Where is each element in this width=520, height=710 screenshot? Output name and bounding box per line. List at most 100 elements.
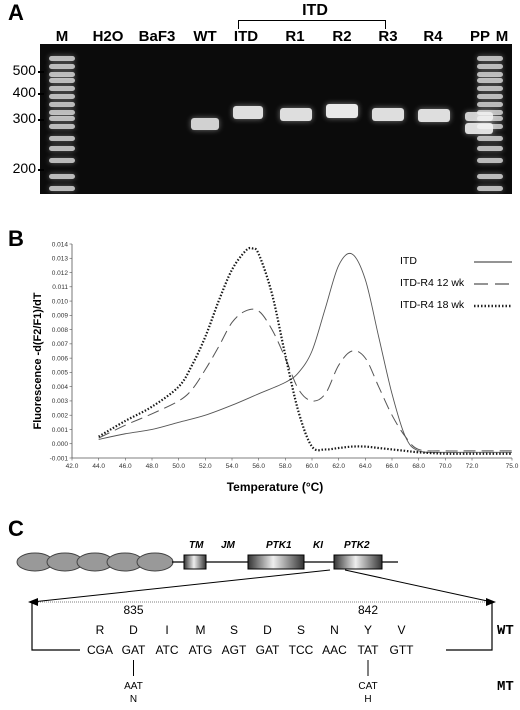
lane-label-r3: R3 <box>378 28 398 45</box>
marker-300-label: 300 <box>12 110 36 126</box>
series-line-solid <box>98 252 512 453</box>
r3-band <box>372 107 404 121</box>
sequence-bracket-right <box>446 602 493 651</box>
y-tick-label: 0.009 <box>52 313 69 320</box>
y-tick-label: 0.004 <box>52 384 69 391</box>
y-tick-label: 0.005 <box>52 370 69 377</box>
ladder-band <box>49 71 75 77</box>
amino-acid: I <box>165 623 168 637</box>
y-tick-label: 0.002 <box>52 413 69 420</box>
legend-line-samples <box>474 261 512 308</box>
codon: ATC <box>155 643 178 657</box>
legend-item-r4-18wk: ITD-R4 18 wk <box>400 299 465 311</box>
y-tick-label: -0.001 <box>50 455 69 462</box>
y-tick-label: 0.008 <box>52 327 69 334</box>
x-tick-label: 60.0 <box>306 463 319 470</box>
codon: AGT <box>222 643 247 657</box>
ig-domain-5 <box>136 552 174 572</box>
panel-a-letter: A <box>8 0 24 25</box>
y-tick-label: 0.012 <box>52 270 69 277</box>
sequence-bracket <box>31 602 80 651</box>
position-842: 842 <box>358 603 378 617</box>
y-tick-label: 0.001 <box>52 427 69 434</box>
y-tick-label: 0.007 <box>52 341 69 348</box>
y-tick-label: 0.000 <box>52 441 69 448</box>
ladder-band <box>49 115 75 121</box>
legend-item-itd: ITD <box>400 255 417 267</box>
x-tick-label: 50.0 <box>172 463 185 470</box>
ladder-band <box>49 123 75 129</box>
position-835: 835 <box>123 603 143 617</box>
x-tick-label: 44.0 <box>92 463 105 470</box>
zoom-line-right <box>344 569 493 603</box>
marker-400-label: 400 <box>12 84 36 100</box>
panel-c-letter: C <box>8 516 24 541</box>
mutant-amino-acid: N <box>130 694 137 705</box>
codon: TCC <box>289 643 314 657</box>
legend-item-r4-12wk: ITD-R4 12 wk <box>400 277 465 289</box>
ladder-band <box>49 109 75 115</box>
ladder-band <box>477 135 503 141</box>
amino-acid: D <box>263 623 272 637</box>
domain-label-jm: JM <box>221 540 236 551</box>
x-tick-label: 70.0 <box>439 463 452 470</box>
series-line-dashed <box>98 308 512 452</box>
amino-acid: Y <box>364 623 372 637</box>
codon: ATG <box>189 643 213 657</box>
zoom-arrow-right <box>486 598 496 606</box>
marker-200-label: 200 <box>12 160 36 176</box>
melting-curve-chart: 42.0 44.0 46.0 48.0 50.0 52.0 54.0 56.0 58.0 60.0… <box>50 241 519 470</box>
marker-300-tick <box>38 119 44 121</box>
x-tick-label: 62.0 <box>332 463 345 470</box>
zoom-line-left <box>31 569 331 603</box>
y-tick-label: 0.013 <box>52 256 69 263</box>
codon: AAC <box>322 643 347 657</box>
r2-band <box>326 104 358 118</box>
lane-label-r2: R2 <box>332 28 352 45</box>
ptk2-domain <box>333 554 383 570</box>
tm-domain <box>183 554 207 570</box>
x-tick-label: 75.0 <box>506 463 519 470</box>
ladder-band <box>477 55 503 61</box>
ladder-band <box>49 63 75 69</box>
ladder-band <box>49 173 75 179</box>
wt-band <box>191 118 219 130</box>
x-tick-label: 72.0 <box>466 463 479 470</box>
lane-label-r1: R1 <box>285 28 305 45</box>
pp-band-lower <box>465 122 493 134</box>
ladder-band <box>49 77 75 83</box>
panel-b-letter: B <box>8 226 24 251</box>
x-tick-label: 56.0 <box>252 463 265 470</box>
ladder-band <box>477 101 503 107</box>
x-tick-label: 58.0 <box>279 463 292 470</box>
ladder-band <box>49 55 75 61</box>
codon: CGA <box>87 643 113 657</box>
gel-image <box>40 44 512 194</box>
x-tick-label: 54.0 <box>226 463 239 470</box>
mutant-codon: CAT <box>358 681 377 692</box>
ladder-band <box>49 185 75 191</box>
codon: GTT <box>390 643 415 657</box>
lane-label-itd: ITD <box>233 28 259 45</box>
mutant-codon: AAT <box>124 681 143 692</box>
itd-group-bracket <box>238 20 386 29</box>
itd-band <box>233 105 263 119</box>
chart-x-axis-label: Temperature (°C) <box>226 480 324 494</box>
x-tick-label: 46.0 <box>119 463 132 470</box>
r1-band <box>280 107 312 121</box>
marker-400-tick <box>38 93 44 95</box>
chart-y-axis-label: Fluorescence -d(F2/F1)/dT <box>32 292 44 430</box>
x-tick-label: 42.0 <box>66 463 79 470</box>
marker-500-tick <box>38 71 44 73</box>
x-tick-label: 48.0 <box>146 463 159 470</box>
amino-acid: D <box>129 623 138 637</box>
ladder-band <box>49 93 75 99</box>
pp-band-upper <box>465 111 493 121</box>
mt-label: MT <box>497 679 514 695</box>
itd-group-label: ITD <box>302 2 328 19</box>
mutant-amino-acid: H <box>364 694 371 705</box>
amino-acid: V <box>397 623 405 637</box>
domain-label-ki: KI <box>313 540 323 551</box>
ladder-band <box>477 71 503 77</box>
y-tick-label: 0.006 <box>52 355 69 362</box>
